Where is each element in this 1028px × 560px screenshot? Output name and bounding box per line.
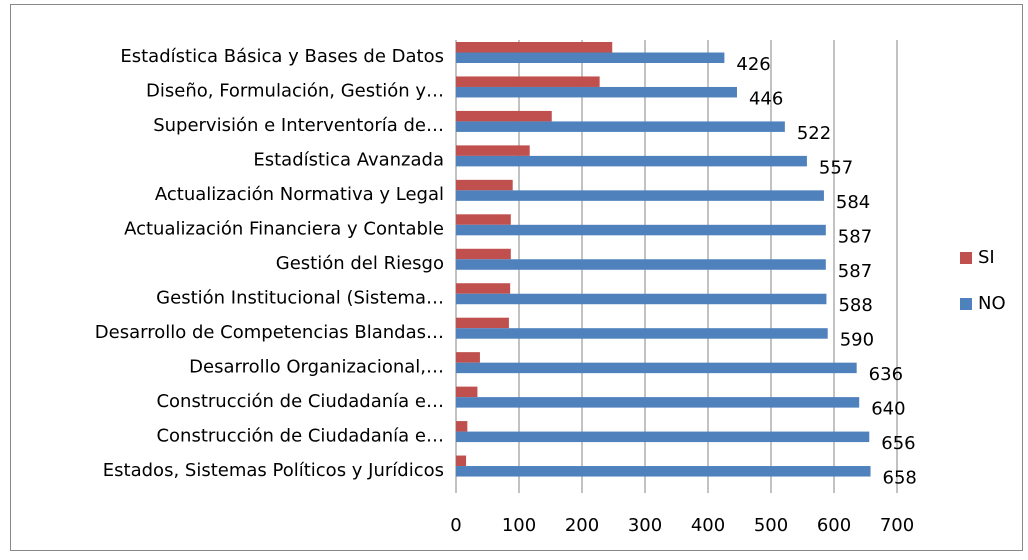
bar [456,421,468,432]
y-tick-label: Diseño, Formulación, Gestión y… [146,81,444,102]
bar [456,110,552,122]
bar [456,52,725,63]
bar [456,431,870,443]
data-label: 584 [836,192,870,213]
y-tick-label: Actualización Normativa y Legal [155,184,444,205]
legend-label: SI [978,247,995,268]
x-tick-label: 100 [502,515,536,536]
bar [456,42,613,53]
x-tick-label: 600 [817,515,851,536]
bar [456,179,513,191]
x-tick-label: 0 [450,515,461,536]
bar [456,248,511,260]
x-tick-label: 500 [754,515,788,536]
y-tick-label: Gestión Institucional (Sistema… [156,287,444,308]
y-tick-label: Desarrollo Organizacional,… [189,356,444,377]
data-label: 557 [819,157,853,178]
bar [456,155,807,167]
y-tick-label: Estadística Básica y Bases de Datos [120,46,444,67]
bar [456,283,511,294]
y-tick-label: Actualización Financiera y Contable [124,219,444,240]
bar [456,386,478,398]
bar [456,76,600,87]
y-tick-label: Construcción de Ciudadanía e… [156,391,444,412]
bar [456,190,824,201]
legend-swatch [960,298,972,310]
legend-label: NO [978,293,1006,314]
x-tick-label: 400 [691,515,725,536]
bar [456,121,785,132]
bar [456,352,480,363]
y-tick-label: Desarrollo de Competencias Blandas… [95,322,444,343]
bar [456,362,857,374]
data-label: 587 [838,226,872,247]
x-tick-label: 700 [880,515,914,536]
data-label: 640 [871,399,905,420]
data-label: 522 [797,123,831,144]
x-tick-label: 300 [628,515,662,536]
bar [456,145,530,156]
y-tick-label: Construcción de Ciudadanía e… [156,425,444,446]
bar [456,317,509,329]
bar [456,259,826,270]
data-label: 590 [840,330,874,351]
bar [456,328,828,339]
data-label: 656 [881,433,915,454]
data-label: 446 [749,88,783,109]
bar [456,86,737,98]
y-tick-label: Gestión del Riesgo [276,253,444,274]
data-label: 587 [838,261,872,282]
bar [456,293,827,305]
bar [456,466,871,477]
y-tick-label: Estados, Sistemas Políticos y Jurídicos [103,460,444,481]
data-label: 588 [838,295,872,316]
bar [456,455,467,467]
bar [456,397,860,408]
legend-swatch [960,252,972,264]
data-label: 636 [869,364,903,385]
y-tick-label: Estadística Avanzada [253,150,444,171]
x-tick-label: 200 [565,515,599,536]
data-label: 426 [736,54,770,75]
y-tick-label: Supervisión e Interventoría de… [153,115,444,136]
bar [456,214,511,225]
bar [456,224,826,236]
data-label: 658 [883,468,917,489]
